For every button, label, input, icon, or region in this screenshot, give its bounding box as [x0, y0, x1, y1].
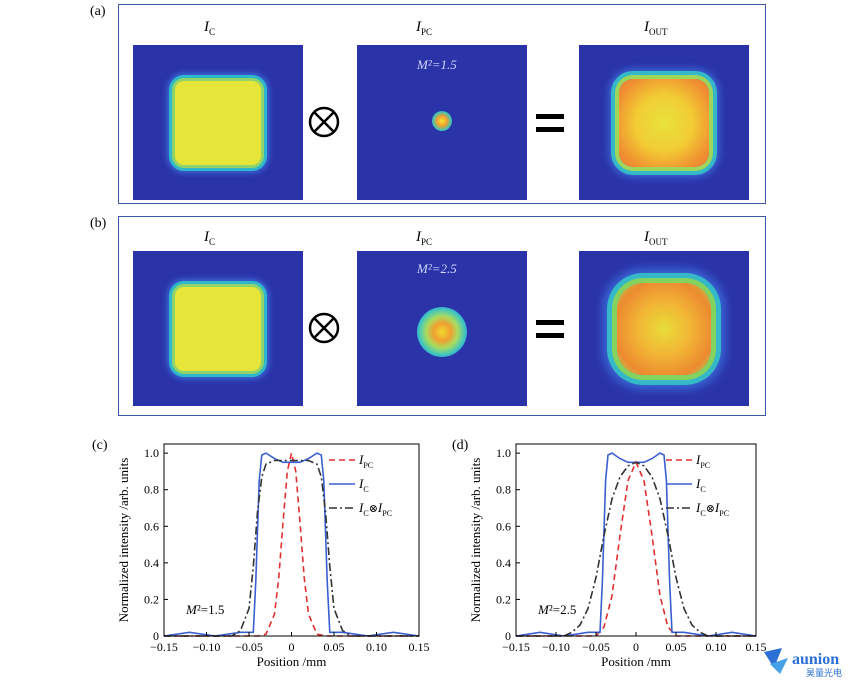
y-tick-label: 0.8 — [144, 483, 159, 497]
x-tick-label: −0.05 — [582, 640, 610, 654]
m2-annotation: M²=1.5 — [185, 602, 224, 617]
y-tick-label: 1.0 — [496, 446, 511, 460]
x-tick-label: 0 — [633, 640, 639, 654]
x-tick-label: −0.10 — [542, 640, 570, 654]
series-line — [164, 452, 419, 637]
label-ipc: IPC — [416, 229, 433, 247]
label-ic: IC — [204, 19, 216, 37]
panel-b: IC IPC IOUT M²=2.5 — [118, 216, 766, 416]
x-tick-label: −0.10 — [193, 640, 221, 654]
y-axis-label: Normalized intensity /arb. units — [470, 458, 483, 623]
x-tick-label: −0.05 — [235, 640, 263, 654]
legend-label: IPC — [358, 452, 373, 470]
x-tick-label: 0.05 — [666, 640, 687, 654]
panel-a-tag: (a) — [90, 4, 106, 19]
y-tick-label: 0.4 — [144, 556, 159, 570]
label-ic: IC — [204, 229, 216, 247]
ic-image — [133, 45, 303, 200]
panel-b-tag: (b) — [90, 216, 107, 231]
y-tick-label: 1.0 — [144, 446, 159, 460]
x-tick-label: 0.15 — [746, 640, 767, 654]
x-tick-label: 0 — [289, 640, 295, 654]
panel-a: IC IPC IOUT M²=1.5 — [118, 4, 766, 204]
iout-image — [579, 45, 749, 200]
legend-label: IC — [695, 476, 706, 494]
equals-operator-a — [534, 109, 566, 142]
y-tick-label: 0.4 — [496, 556, 511, 570]
series-line — [164, 459, 419, 637]
x-tick-label: −0.15 — [150, 640, 178, 654]
logo-brand-text: aunion — [792, 651, 839, 668]
x-tick-label: −0.15 — [502, 640, 530, 654]
aunion-logo: aunion 昊量光电 — [760, 642, 866, 682]
y-tick-label: 0 — [505, 629, 511, 643]
legend-label: IC⊗IPC — [358, 500, 392, 518]
convolve-operator-a — [307, 105, 341, 144]
chart-d-tag: (d) — [452, 438, 469, 453]
logo-mark-icon — [764, 648, 782, 668]
chart-d: −0.15 −0.10 −0.05 0 0.05 0.10 0.15 0 0.2 0.4 0.6 0.… — [470, 443, 767, 669]
y-tick-label: 0.6 — [496, 519, 511, 533]
y-tick-label: 0.6 — [144, 519, 159, 533]
x-tick-label: 0.10 — [706, 640, 727, 654]
x-axis-label: Position /mm — [601, 654, 671, 669]
y-tick-label: 0.2 — [144, 592, 159, 606]
equals-operator-b — [534, 315, 566, 348]
m2-label-a: M²=1.5 — [417, 57, 457, 72]
iout-image — [579, 251, 749, 406]
logo-sub-text: 昊量光电 — [806, 667, 842, 678]
y-axis-label: Normalized intensity /arb. units — [116, 458, 131, 623]
ipc-image: M²=1.5 — [357, 45, 527, 200]
ic-image — [133, 251, 303, 406]
x-axis-label: Position /mm — [257, 654, 327, 669]
legend-label: IC⊗IPC — [695, 500, 729, 518]
chart-c-tag: (c) — [92, 438, 108, 453]
y-tick-label: 0.8 — [496, 483, 511, 497]
convolve-operator-b — [307, 311, 341, 350]
y-tick-label: 0 — [153, 629, 159, 643]
chart-c: −0.15 −0.10 −0.05 0 0.05 0.10 0.15 0 0.2 0.4 0.6 0.… — [116, 443, 430, 669]
m2-label-b: M²=2.5 — [417, 261, 457, 276]
label-iout: IOUT — [644, 229, 668, 247]
x-tick-label: 0.15 — [409, 640, 430, 654]
x-tick-label: 0.10 — [366, 640, 387, 654]
series-line — [516, 461, 756, 637]
label-ipc: IPC — [416, 19, 433, 37]
y-tick-label: 0.2 — [496, 592, 511, 606]
x-tick-label: 0.05 — [324, 640, 345, 654]
legend-label: IPC — [695, 452, 710, 470]
legend-label: IC — [358, 476, 369, 494]
m2-annotation: M²=2.5 — [537, 602, 576, 617]
label-iout: IOUT — [644, 19, 668, 37]
ipc-image: M²=2.5 — [357, 251, 527, 406]
